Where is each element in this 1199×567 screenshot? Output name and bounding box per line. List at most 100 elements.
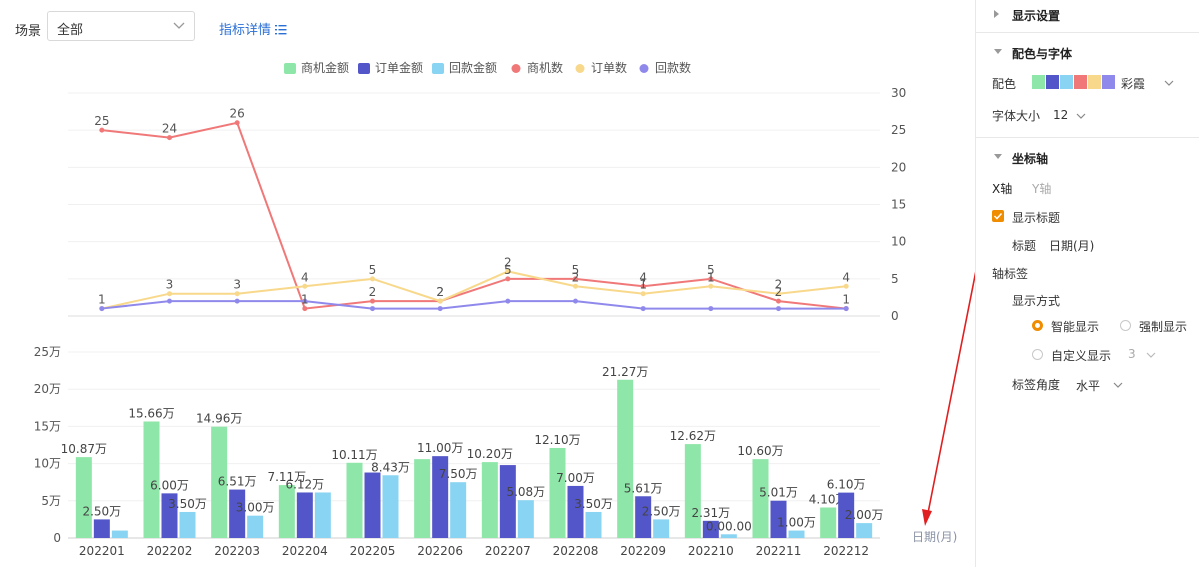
display-settings-header[interactable]: 显示设置 [1012,9,1061,23]
bar-data-label: 2.50万 [82,504,121,518]
chevron-down-icon [1146,352,1156,358]
line-point [776,298,781,304]
tab-x-axis[interactable]: X轴 [992,182,1013,196]
collapse-arrow-icon[interactable] [994,49,1002,54]
line-point [708,283,714,289]
line-data-label: 4 [842,270,850,284]
line-data-label: 24 [162,122,177,136]
bar-data-label: 10.87万 [61,442,107,456]
radio-custom-display[interactable] [1032,349,1043,360]
divider [976,137,1199,138]
bar-data-label: 6.51万 [218,475,257,489]
scene-label: 场景 [15,24,42,39]
bar-data-label: 5.08万 [506,485,545,499]
line-point [167,135,172,141]
line-point [234,298,240,304]
bar-data-label: 2.31万 [691,506,730,520]
scene-select[interactable]: 全部 [47,11,195,41]
bar-data-label: 3.50万 [168,497,207,511]
bar-data-label: 3.00万 [236,501,275,515]
line-data-label: 3 [166,278,174,292]
line-data-label: 1 [98,293,106,307]
line-data-label: 2 [775,278,783,292]
palette-label: 配色 [992,77,1017,91]
title-label: 标题 [1012,239,1037,253]
bar-y-tick: 10万 [34,457,61,471]
line-data-label: 5 [369,263,377,277]
x-tick-label: 202212 [823,544,869,558]
legend-swatch [575,64,585,73]
palette-name: 彩霞 [1121,77,1146,91]
x-tick-label: 202211 [756,544,802,558]
legend-label: 订单数 [591,60,627,75]
expand-arrow-icon[interactable] [994,10,999,18]
radio-force-display[interactable] [1120,320,1131,331]
line-point [302,306,308,312]
bar-data-label: 12.62万 [670,429,716,443]
line-y-tick: 5 [891,272,899,286]
bar [346,462,363,538]
chevron-down-icon [173,22,185,29]
line-point [640,306,646,312]
bar [179,511,196,538]
line-data-label: 1 [301,293,309,307]
line-point [843,283,849,289]
bar [111,530,128,538]
title-input[interactable]: 日期(月) [1049,239,1095,253]
bar-y-tick: 15万 [34,419,61,433]
line-point [505,298,511,304]
chevron-down-icon [1076,113,1086,119]
line-data-label: 2 [436,285,444,299]
line-point [505,268,511,274]
bar-data-label: 7.11万 [267,470,306,484]
bar [296,492,313,538]
x-tick-label: 202207 [485,544,531,558]
legend-swatch [511,64,521,73]
axis-label-section: 轴标签 [992,267,1029,281]
legend-swatch [358,63,370,74]
line-point [573,276,578,282]
line-point [843,306,849,312]
line-point [708,276,714,282]
line-y-tick: 25 [891,123,906,137]
toolbar: 场景 全部 指标详情 [0,0,970,55]
bar-y-tick: 5万 [41,494,61,508]
line-data-label: 5 [504,263,512,277]
bar [414,459,431,538]
palette-swatch [1032,75,1045,89]
bar-data-label: 5.61万 [624,481,663,495]
bar [856,523,873,538]
bar-data-label: 3.50万 [574,497,613,511]
x-axis-title: 日期(月) [912,530,957,544]
bar [752,459,769,538]
axis-header[interactable]: 坐标轴 [1012,152,1049,166]
bar [93,519,110,538]
bar-data-label: 6.00万 [150,478,189,492]
legend-swatch [432,63,444,74]
bar [549,447,566,538]
scene-select-value: 全部 [57,23,84,38]
bar-data-label: 10.20万 [467,447,513,461]
display-mode-label: 显示方式 [1012,294,1061,308]
legend-label: 订单金额 [375,60,423,75]
show-title-checkbox[interactable] [992,210,1004,222]
tab-y-axis[interactable]: Y轴 [1032,182,1052,196]
collapse-arrow-icon[interactable] [994,154,1002,159]
bar [314,492,331,538]
bar [720,534,737,538]
bar [770,500,787,538]
line-y-tick: 10 [891,235,906,249]
series-line [101,270,847,310]
line-point [776,306,781,312]
metric-detail-link[interactable]: 指标详情 [219,19,287,38]
color-font-header[interactable]: 配色与字体 [1012,47,1073,61]
bar-data-label: 6.10万 [827,478,866,492]
line-point [167,298,172,304]
series-line [101,300,847,310]
bar [585,511,602,538]
line-data-label: 3 [233,278,241,292]
line-data-label: 26 [230,107,245,121]
line-point [437,298,443,304]
line-data-label: 4 [301,270,309,284]
radio-smart-display[interactable] [1032,320,1043,331]
